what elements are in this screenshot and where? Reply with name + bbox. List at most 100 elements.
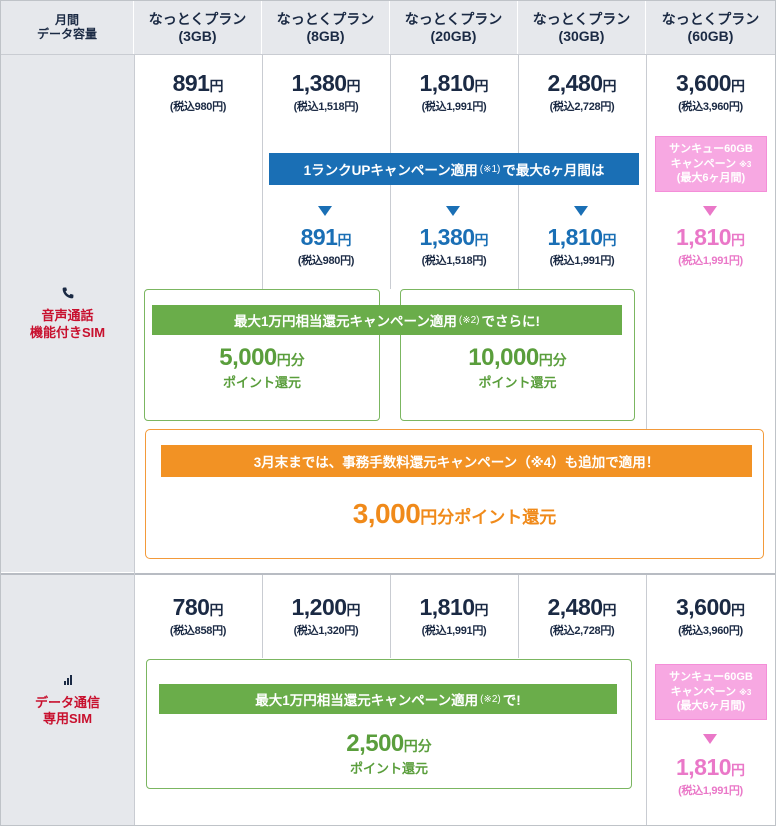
header-plan-8gb: なっとくプラン (8GB): [262, 1, 390, 54]
thankyou-line3: (最大6ヶ月間): [676, 700, 746, 713]
rankup-campaign-banner: 1ランクUPキャンペーン適用 (※1) で最大6ヶ月間は: [269, 153, 639, 185]
data-refund-amount: 2,500円分 ポイント還元: [146, 730, 632, 777]
price-value: 891: [172, 70, 210, 96]
yen-unit: 円: [337, 232, 352, 248]
refund-label: ポイント還元: [349, 761, 428, 776]
thankyou-line2: キャンペーン: [670, 157, 737, 170]
price-tax: (税込1,320円): [293, 625, 359, 637]
down-arrow-icon: [703, 734, 717, 744]
price-tax: (税込1,991円): [421, 625, 487, 637]
price-value: 2,480: [547, 594, 603, 620]
yen-unit: 円: [602, 78, 617, 94]
thankyou-line1: サンキュー60GB: [669, 670, 753, 683]
price-value: 1,810: [547, 224, 603, 250]
data-price-60gb: 3,600円 (税込3,960円): [646, 594, 775, 638]
yen-unit: 円: [474, 78, 489, 94]
down-arrow-icon: [574, 206, 588, 216]
voice-price-20gb: 1,810円 (税込1,991円): [390, 70, 518, 114]
yen-unit: 円: [346, 78, 361, 94]
data-price-8gb: 1,200円 (税込1,320円): [262, 594, 390, 638]
yen-unit: 円: [731, 762, 746, 778]
down-arrow-icon: [318, 206, 332, 216]
data-thankyou-campaign-box: サンキュー60GB キャンペーン ※3 (最大6ヶ月間): [655, 664, 767, 720]
price-tax: (税込1,991円): [421, 101, 487, 113]
price-tax: (税込1,991円): [549, 255, 615, 267]
thankyou-price-voice: 1,810円 (税込1,991円): [646, 224, 775, 268]
price-value: 1,810: [675, 224, 732, 250]
column-divider: [262, 575, 263, 658]
price-tax: (税込3,960円): [678, 101, 743, 113]
voice-price-8gb: 1,380円 (税込1,518円): [262, 70, 390, 114]
header-capacity-line1: 月間: [54, 12, 79, 27]
column-divider: [646, 575, 647, 825]
fee-unit: 円分ポイント還元: [420, 508, 557, 527]
rankup-price-20gb: 1,380円 (税込1,518円): [390, 224, 518, 268]
row-divider: [1, 573, 775, 575]
banner-text: 3月末までは、事務手数料還元キャンペーン（※4）も追加で適用！: [253, 455, 660, 470]
refund-amount-10000: 10,000円分 ポイント還元: [400, 344, 635, 391]
price-value: 1,810: [419, 70, 475, 96]
banner-text-2: で最大6ヶ月間は: [502, 163, 605, 178]
header-plan-30gb: なっとくプラン (30GB): [518, 1, 646, 54]
header-capacity-line2: データ容量: [36, 26, 97, 41]
thankyou-price-data: 1,810円 (税込1,991円): [646, 754, 775, 798]
plan-size: (3GB): [178, 27, 217, 44]
plan-name: なっとくプラン: [276, 11, 375, 28]
yen-unit: 円: [602, 602, 617, 618]
banner-note: (※1): [479, 163, 501, 175]
price-tax: (税込2,728円): [549, 625, 615, 637]
data-sim-label-line2: 専用SIM: [42, 711, 93, 726]
plan-size: (30GB): [558, 27, 605, 44]
header-capacity-cell: 月間 データ容量: [1, 1, 134, 54]
thankyou-line3: (最大6ヶ月間): [676, 172, 746, 185]
price-tax: (税込980円): [169, 101, 227, 113]
column-divider: [262, 54, 263, 289]
banner-text: 1ランクUPキャンペーン適用: [303, 163, 478, 178]
refund-value: 5,000: [219, 344, 277, 371]
price-tax: (税込1,518円): [421, 255, 487, 267]
plan-name: なっとくプラン: [661, 11, 760, 28]
plan-size: (60GB): [687, 27, 734, 44]
yen-unit: 円: [209, 78, 224, 94]
data-sim-label-line1: データ通信: [34, 694, 100, 710]
price-tax: (税込3,960円): [678, 625, 743, 637]
thankyou-note: ※3: [739, 159, 752, 169]
banner-note: (※2): [458, 314, 480, 326]
price-tax: (税込1,991円): [678, 785, 743, 797]
fee-refund-banner: 3月末までは、事務手数料還元キャンペーン（※4）も追加で適用！: [161, 445, 752, 477]
price-value: 3,600: [675, 594, 732, 620]
price-value: 2,480: [547, 70, 603, 96]
refund-campaign-banner: 最大1万円相当還元キャンペーン適用 (※2) でさらに!: [152, 305, 622, 335]
fee-value: 3,000: [352, 498, 421, 529]
price-value: 1,810: [419, 594, 475, 620]
yen-unit: 円: [209, 602, 224, 618]
refund-amount-5000: 5,000円分 ポイント還元: [144, 344, 380, 391]
column-divider: [646, 54, 647, 429]
yen-unit: 円: [602, 232, 617, 248]
column-divider: [390, 575, 391, 658]
price-value: 891: [300, 224, 338, 250]
refund-unit: 円分: [276, 352, 305, 368]
banner-text-2: でさらに!: [481, 314, 540, 329]
signal-icon: [63, 674, 72, 685]
price-value: 780: [172, 594, 210, 620]
price-tax: (税込980円): [297, 255, 355, 267]
thankyou-campaign-box: サンキュー60GB キャンペーン ※3 (最大6ヶ月間): [655, 136, 767, 192]
voice-price-60gb: 3,600円 (税込3,960円): [646, 70, 775, 114]
down-arrow-icon: [446, 206, 460, 216]
data-sim-label: データ通信 専用SIM: [1, 575, 134, 825]
data-refund-banner: 最大1万円相当還元キャンペーン適用 (※2) で!: [159, 684, 617, 714]
voice-sim-label-line1: 音声通話: [41, 308, 94, 324]
plan-size: (8GB): [306, 27, 345, 44]
price-value: 1,200: [291, 594, 347, 620]
rankup-price-30gb: 1,810円 (税込1,991円): [518, 224, 646, 268]
column-divider: [518, 575, 519, 658]
down-arrow-icon: [703, 206, 717, 216]
voice-sim-label-line2: 機能付きSIM: [29, 324, 106, 340]
banner-text: 最大1万円相当還元キャンペーン適用: [255, 693, 479, 708]
phone-icon: [62, 287, 73, 299]
refund-label: ポイント還元: [478, 375, 557, 390]
banner-text: 最大1万円相当還元キャンペーン適用: [234, 314, 457, 329]
banner-note: (※2): [480, 693, 501, 705]
refund-unit: 円分: [403, 738, 432, 754]
